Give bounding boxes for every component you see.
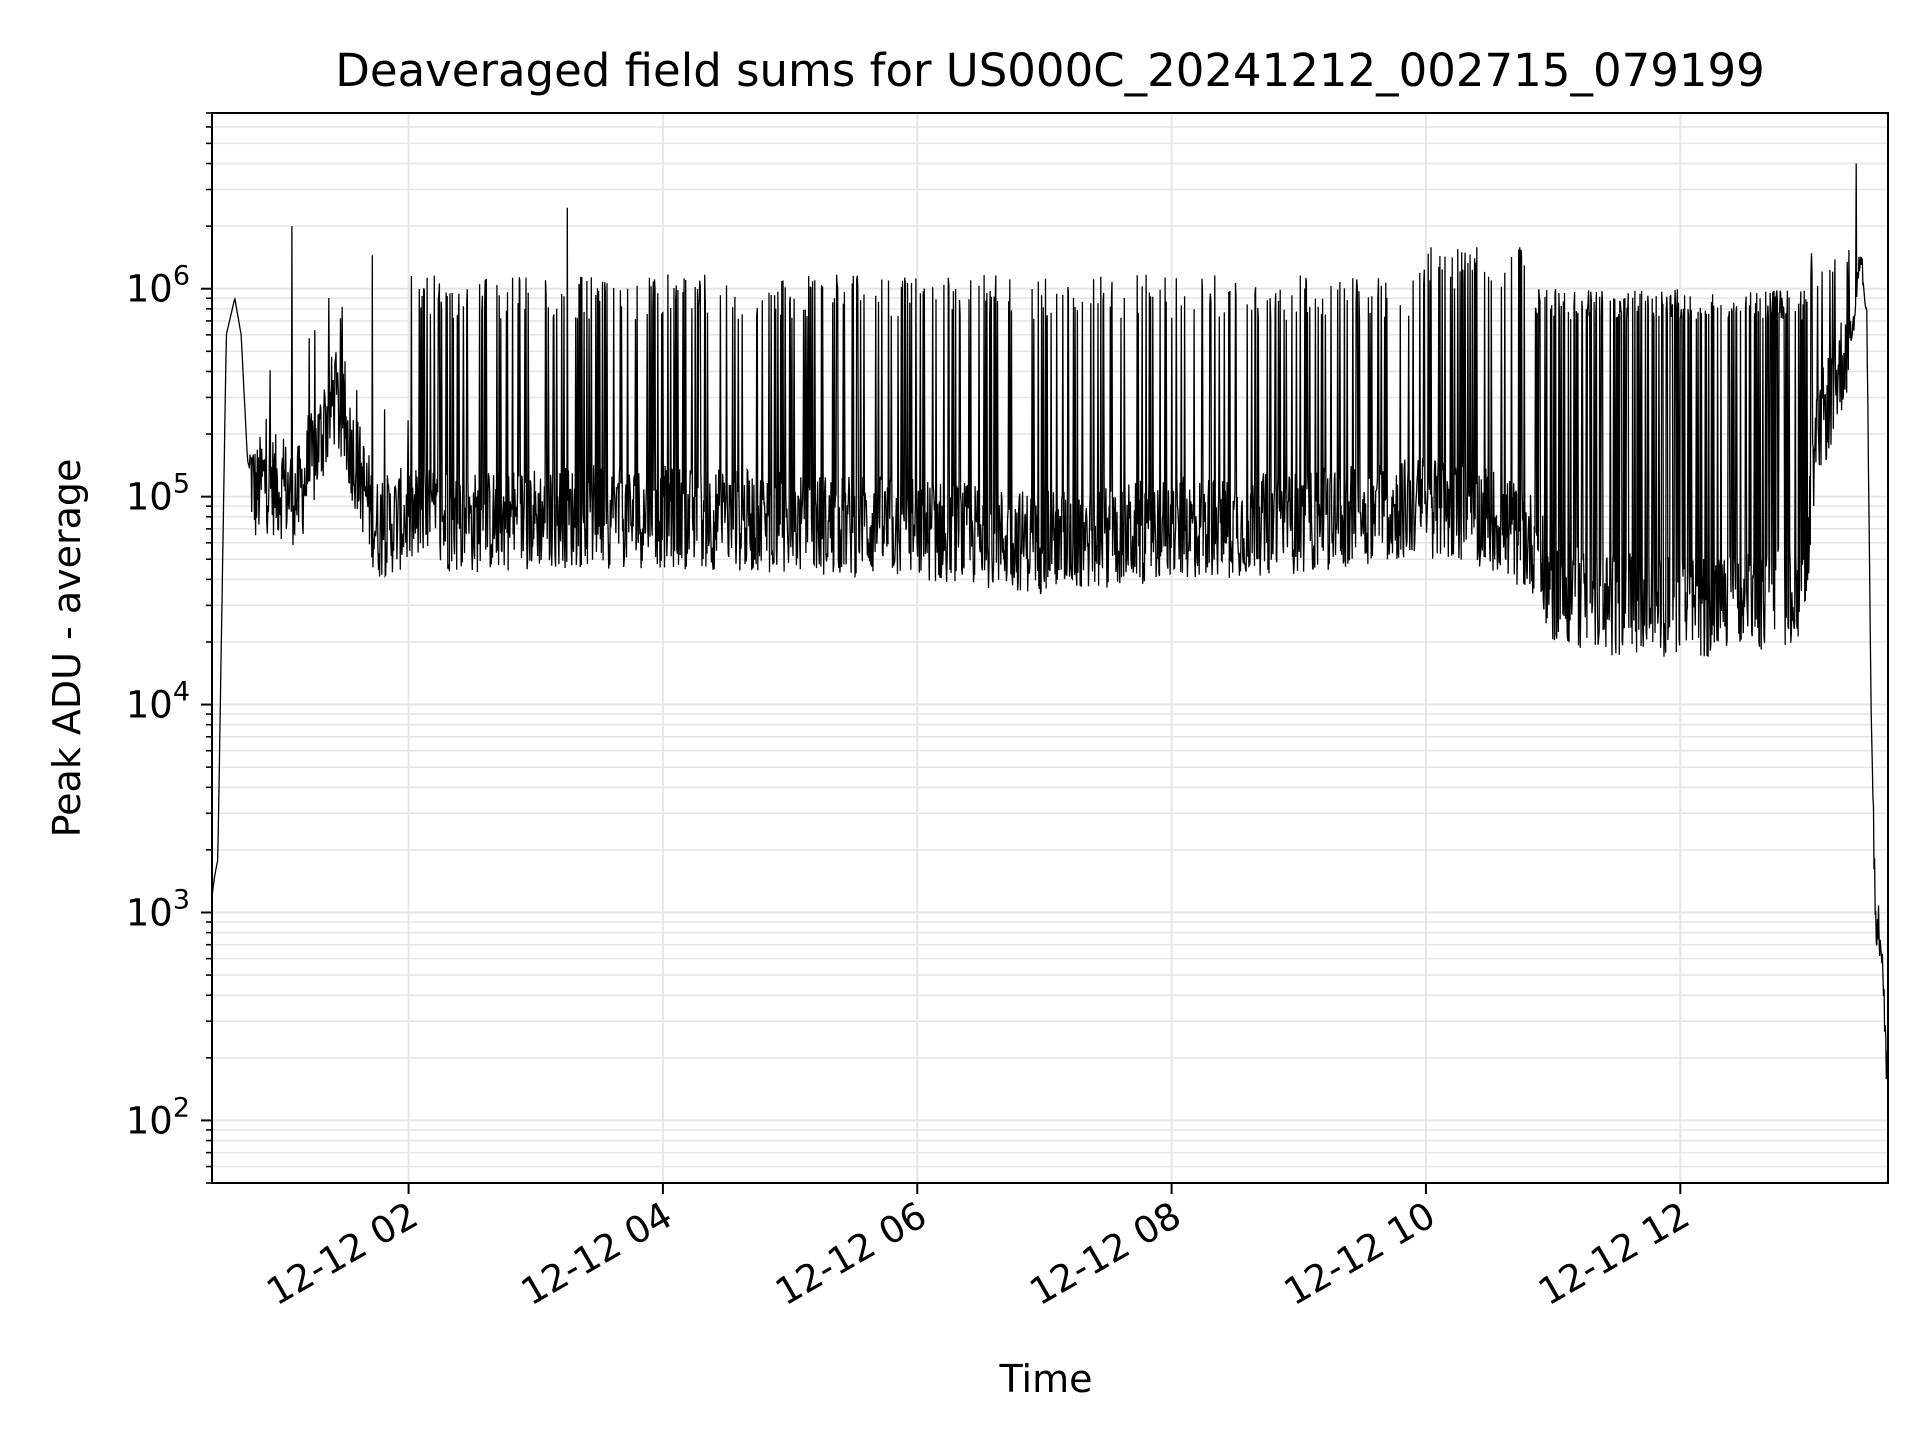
y-tick-label: 104 bbox=[126, 677, 190, 727]
chart-title: Deaveraged field sums for US000C_2024121… bbox=[335, 44, 1764, 97]
y-tick-label: 106 bbox=[126, 261, 190, 311]
series-layer bbox=[211, 163, 1889, 1080]
y-tick-label: 103 bbox=[126, 884, 190, 934]
y-axis-label: Peak ADU - average bbox=[45, 459, 89, 838]
y-tick-label: 105 bbox=[126, 469, 190, 519]
minor-gridlines bbox=[212, 112, 1888, 1184]
y-tick-label: 102 bbox=[126, 1092, 190, 1142]
x-axis-label: Time bbox=[999, 1357, 1093, 1401]
plot-frame bbox=[211, 112, 1889, 1184]
series-line bbox=[211, 163, 1889, 1080]
